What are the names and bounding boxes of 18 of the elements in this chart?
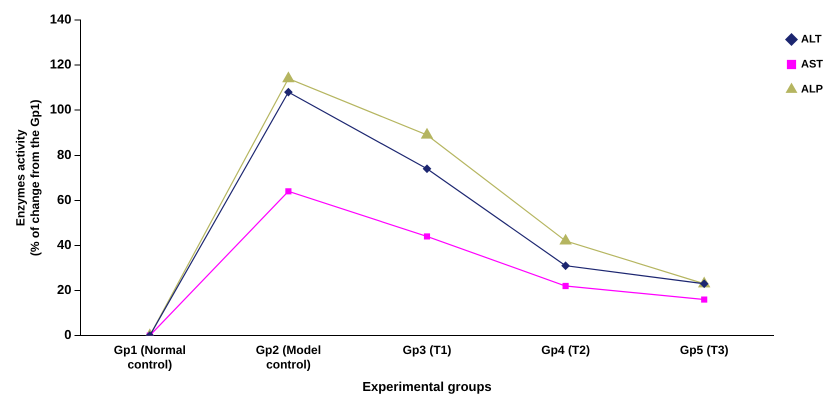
y-tick-label: 40: [57, 237, 72, 252]
x-tick-label: Gp2 (Model control): [256, 343, 322, 372]
x-tick-label: Gp4 (T2): [541, 343, 590, 358]
x-axis-title: Experimental groups: [362, 378, 492, 394]
x-tick-label: Gp5 (T3): [680, 343, 729, 358]
y-tick-label: 60: [57, 192, 72, 207]
y-tick-label: 80: [57, 146, 72, 162]
x-tick-label: Gp1 (Normal control): [114, 343, 186, 372]
legend-label: ALP: [801, 84, 823, 96]
y-tick-label: 140: [50, 12, 72, 27]
y-tick-label: 0: [64, 327, 72, 342]
legend-label: AST: [801, 58, 824, 71]
y-tick-label: 120: [50, 56, 72, 72]
legend-label: ALT: [801, 34, 822, 46]
y-tick-label: 100: [50, 102, 72, 117]
x-tick-label: Gp3 (T1): [402, 343, 452, 358]
y-axis-title: Enzymes activity (% of change from the Gp1): [14, 99, 42, 256]
y-tick-label: 20: [57, 282, 72, 298]
